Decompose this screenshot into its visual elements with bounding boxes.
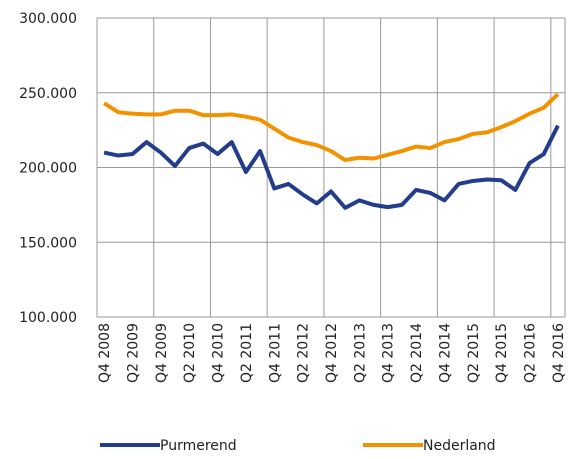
legend-label: Purmerend [160, 438, 237, 454]
x-tick-label: Q2 2014 [409, 323, 425, 383]
x-tick-label: Q2 2016 [523, 323, 539, 383]
x-tick-label: Q2 2009 [125, 323, 141, 383]
y-tick-label: 200.000 [19, 161, 77, 177]
y-tick-label: 250.000 [19, 86, 77, 102]
x-tick-label: Q2 2013 [352, 323, 368, 383]
y-tick-label: 100.000 [19, 310, 77, 326]
series-line [103, 124, 560, 210]
x-tick-label: Q4 2012 [324, 323, 340, 383]
y-tick-label: 300.000 [19, 11, 77, 27]
x-tick-label: Q2 2015 [466, 323, 482, 383]
x-tick-label: Q2 2011 [239, 323, 255, 383]
x-tick-label: Q4 2016 [551, 323, 567, 383]
x-tick-label: Q2 2012 [296, 323, 312, 383]
x-tick-label: Q4 2015 [494, 323, 510, 383]
x-tick-label: Q2 2010 [182, 323, 198, 383]
x-tick-label: Q4 2008 [97, 323, 113, 383]
series-line [103, 92, 560, 163]
x-tick-label: Q4 2010 [211, 323, 227, 383]
x-tick-label: Q4 2009 [154, 323, 170, 383]
x-tick-label: Q4 2011 [267, 323, 283, 383]
y-tick-label: 150.000 [19, 235, 77, 251]
x-tick-label: Q4 2014 [437, 323, 453, 383]
x-tick-label: Q4 2013 [381, 323, 397, 383]
legend-label: Nederland [423, 438, 496, 454]
